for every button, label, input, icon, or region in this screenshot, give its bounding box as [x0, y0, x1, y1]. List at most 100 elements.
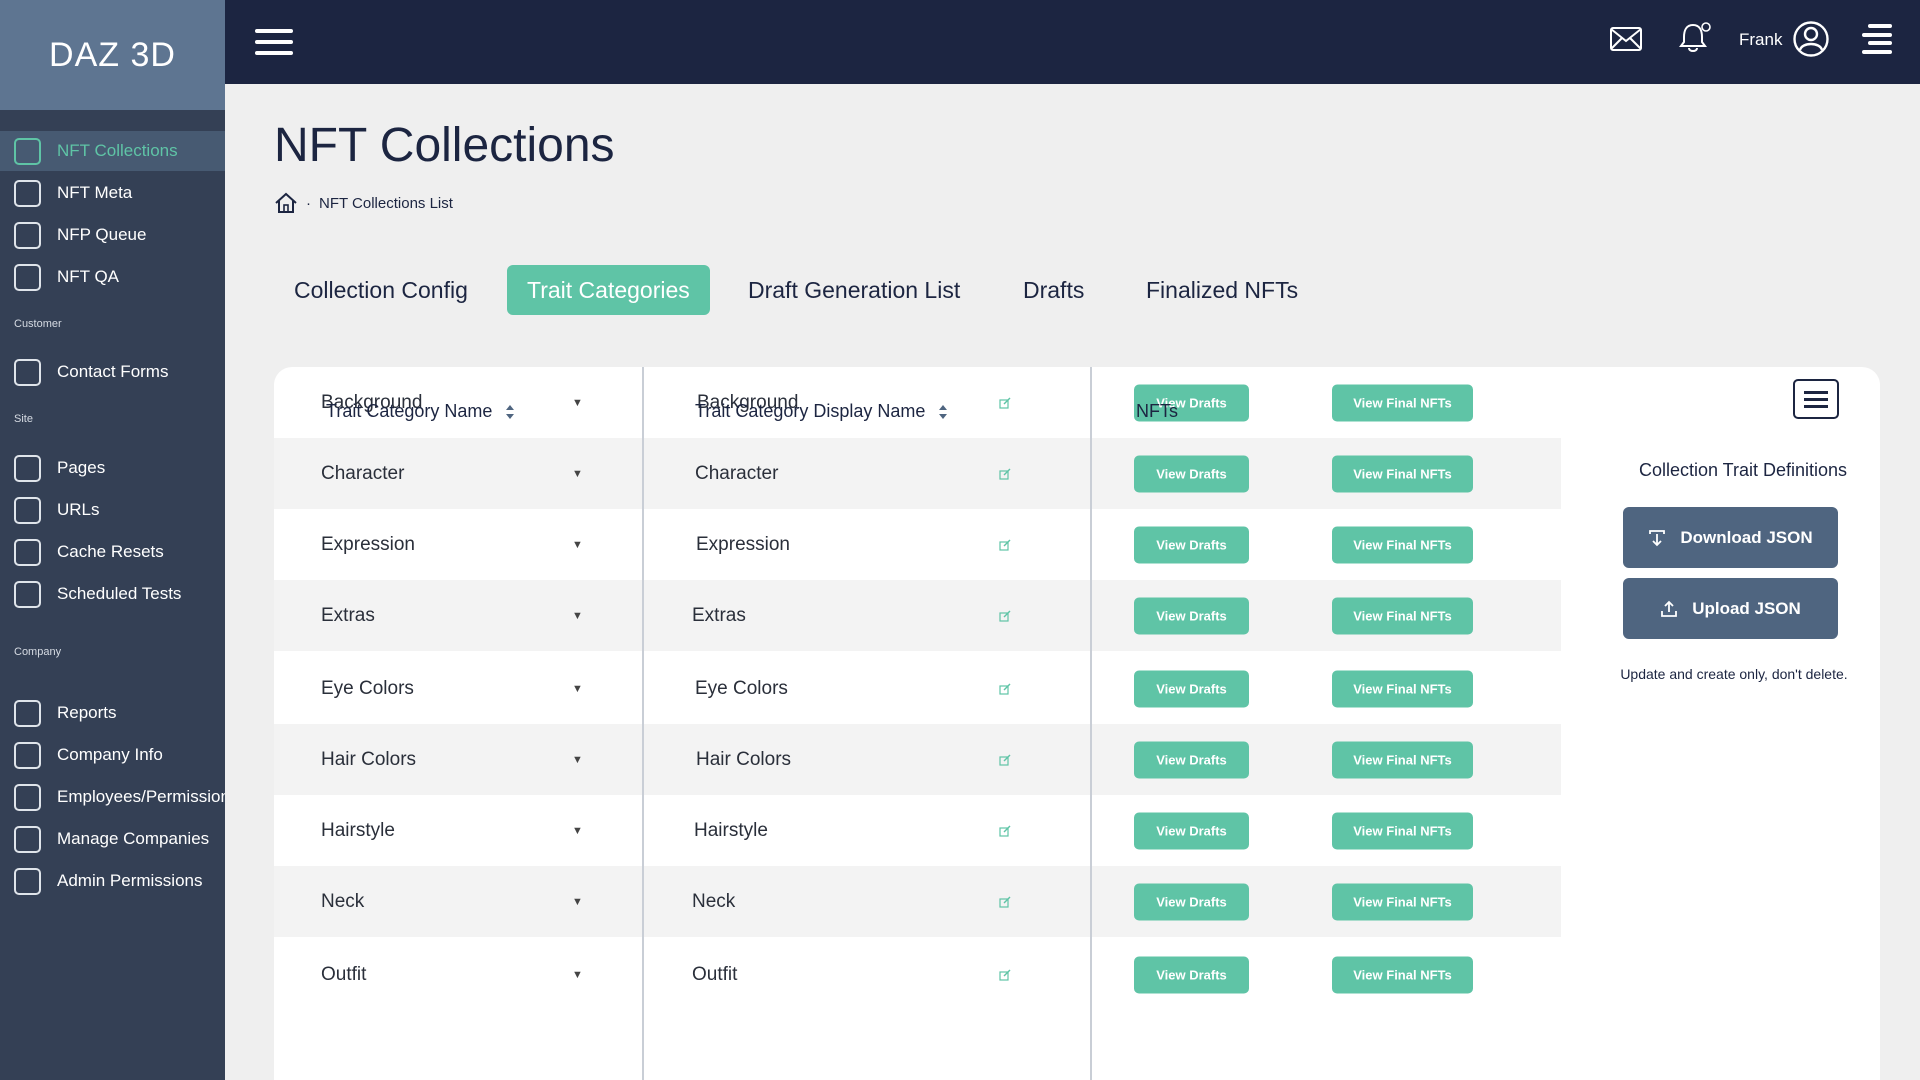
- dropdown-caret-icon[interactable]: ▼: [572, 467, 583, 480]
- trait-category-name[interactable]: Extras: [321, 604, 375, 626]
- trait-category-name[interactable]: Hair Colors: [321, 748, 417, 770]
- sidebar-item-employees-permissions[interactable]: Employees/Permissions: [0, 777, 225, 817]
- download-json-button[interactable]: Download JSON: [1623, 507, 1838, 568]
- mail-icon[interactable]: [1609, 26, 1643, 52]
- view-drafts-button[interactable]: View Drafts: [1134, 526, 1249, 563]
- view-drafts-button[interactable]: View Drafts: [1134, 956, 1249, 993]
- dropdown-caret-icon[interactable]: ▼: [572, 895, 583, 908]
- tab-collection-config[interactable]: Collection Config: [294, 276, 468, 303]
- edit-icon[interactable]: [999, 539, 1011, 551]
- tab-trait-categories[interactable]: Trait Categories: [507, 265, 710, 315]
- table-row: Eye Colors ▼ Eye Colors View Drafts View Fin…: [274, 653, 1561, 724]
- view-final-nfts-button[interactable]: View Final NFTs: [1332, 883, 1473, 920]
- view-final-nfts-button[interactable]: View Final NFTs: [1332, 455, 1473, 492]
- edit-icon[interactable]: [999, 754, 1011, 766]
- sort-icon[interactable]: [506, 404, 515, 419]
- trait-category-display-name[interactable]: Extras: [692, 604, 746, 626]
- dropdown-caret-icon[interactable]: ▼: [572, 682, 583, 695]
- view-drafts-button[interactable]: View Drafts: [1134, 883, 1249, 920]
- sidebar-item-admin-permissions[interactable]: Admin Permissions: [0, 861, 225, 901]
- sidebar-item-nft-collections[interactable]: NFT Collections: [0, 131, 225, 171]
- panel-note: Update and create only, don't delete.: [1620, 666, 1848, 682]
- view-final-nfts-button[interactable]: View Final NFTs: [1332, 597, 1473, 634]
- trait-category-name[interactable]: Background: [321, 391, 423, 413]
- nav-checkbox-icon: [14, 580, 41, 608]
- dropdown-caret-icon[interactable]: ▼: [572, 824, 583, 837]
- view-final-nfts-button[interactable]: View Final NFTs: [1332, 956, 1473, 993]
- home-icon[interactable]: [274, 192, 298, 214]
- edit-icon[interactable]: [999, 610, 1011, 622]
- trait-category-display-name[interactable]: Eye Colors: [695, 677, 788, 699]
- tab-finalized-nfts[interactable]: Finalized NFTs: [1146, 276, 1299, 303]
- sidebar-item-contact-forms[interactable]: Contact Forms: [0, 352, 225, 392]
- bell-icon[interactable]: [1677, 20, 1713, 54]
- menu-right-icon[interactable]: [1862, 24, 1892, 54]
- sidebar-item-nft-qa[interactable]: NFT QA: [0, 257, 225, 297]
- view-final-nfts-button[interactable]: View Final NFTs: [1332, 812, 1473, 849]
- edit-icon[interactable]: [999, 468, 1011, 480]
- nav-checkbox-icon: [14, 221, 41, 249]
- sidebar-item-scheduled-tests[interactable]: Scheduled Tests: [0, 574, 225, 614]
- user-circle-icon[interactable]: [1792, 20, 1830, 58]
- trait-category-name[interactable]: Hairstyle: [321, 819, 395, 841]
- dropdown-caret-icon[interactable]: ▼: [572, 538, 583, 551]
- menu-icon[interactable]: [255, 29, 293, 55]
- view-drafts-button[interactable]: View Drafts: [1134, 670, 1249, 707]
- trait-category-display-name[interactable]: Background: [697, 391, 799, 413]
- sidebar-item-label: NFT Collections: [57, 141, 178, 160]
- trait-category-display-name[interactable]: Expression: [696, 533, 790, 555]
- sidebar-item-nfp-queue[interactable]: NFP Queue: [0, 215, 225, 255]
- edit-icon[interactable]: [999, 896, 1011, 908]
- trait-category-display-name[interactable]: Hairstyle: [694, 819, 768, 841]
- view-drafts-button[interactable]: View Drafts: [1134, 812, 1249, 849]
- view-final-nfts-button[interactable]: View Final NFTs: [1332, 384, 1473, 421]
- trait-category-name[interactable]: Outfit: [321, 963, 367, 985]
- dropdown-caret-icon[interactable]: ▼: [572, 609, 583, 622]
- edit-icon[interactable]: [999, 969, 1011, 981]
- dropdown-caret-icon[interactable]: ▼: [572, 753, 583, 766]
- edit-icon[interactable]: [999, 683, 1011, 695]
- user-name[interactable]: Frank: [1739, 30, 1783, 49]
- trait-category-name[interactable]: Character: [321, 462, 405, 484]
- upload-icon: [1661, 600, 1678, 617]
- dropdown-caret-icon[interactable]: ▼: [572, 396, 583, 409]
- sidebar-item-label: NFP Queue: [57, 225, 147, 244]
- brand-header[interactable]: DAZ 3D: [0, 0, 225, 110]
- header-trait-category-name[interactable]: Trait Category Name: [326, 401, 515, 422]
- sidebar-item-urls[interactable]: URLs: [0, 490, 225, 530]
- trait-category-display-name[interactable]: Neck: [692, 890, 736, 912]
- sidebar-section-company: Company: [14, 646, 62, 658]
- upload-json-button[interactable]: Upload JSON: [1623, 578, 1838, 639]
- sidebar-item-company-info[interactable]: Company Info: [0, 735, 225, 775]
- sidebar-item-label: Pages: [57, 458, 106, 477]
- edit-icon[interactable]: [999, 825, 1011, 837]
- sidebar-item-cache-resets[interactable]: Cache Resets: [0, 532, 225, 572]
- trait-category-name[interactable]: Neck: [321, 890, 365, 912]
- tab-drafts[interactable]: Drafts: [1023, 276, 1085, 303]
- header-trait-category-display-name[interactable]: Trait Category Display Name: [695, 401, 948, 422]
- view-final-nfts-button[interactable]: View Final NFTs: [1332, 670, 1473, 707]
- trait-category-name[interactable]: Expression: [321, 533, 415, 555]
- trait-category-name[interactable]: Eye Colors: [321, 677, 414, 699]
- tab-draft-generation-list[interactable]: Draft Generation List: [748, 276, 961, 303]
- view-drafts-button[interactable]: View Drafts: [1134, 741, 1249, 778]
- sort-icon[interactable]: [939, 404, 948, 419]
- header-nfts: NFTs: [1136, 401, 1178, 422]
- dropdown-caret-icon[interactable]: ▼: [572, 968, 583, 981]
- view-drafts-button[interactable]: View Drafts: [1134, 455, 1249, 492]
- sidebar-item-pages[interactable]: Pages: [0, 448, 225, 488]
- trait-category-display-name[interactable]: Outfit: [692, 963, 738, 985]
- trait-category-display-name[interactable]: Hair Colors: [696, 748, 792, 770]
- nav-checkbox-icon: [14, 137, 41, 165]
- view-drafts-button[interactable]: View Drafts: [1134, 384, 1249, 421]
- sidebar-section-site: Site: [14, 413, 33, 425]
- view-final-nfts-button[interactable]: View Final NFTs: [1332, 526, 1473, 563]
- sidebar-item-nft-meta[interactable]: NFT Meta: [0, 173, 225, 213]
- trait-category-display-name[interactable]: Character: [695, 462, 779, 484]
- edit-icon[interactable]: [999, 397, 1011, 409]
- table-menu-icon[interactable]: [1793, 379, 1839, 419]
- sidebar-item-manage-companies[interactable]: Manage Companies: [0, 819, 225, 859]
- sidebar-item-reports[interactable]: Reports: [0, 693, 225, 733]
- view-final-nfts-button[interactable]: View Final NFTs: [1332, 741, 1473, 778]
- view-drafts-button[interactable]: View Drafts: [1134, 597, 1249, 634]
